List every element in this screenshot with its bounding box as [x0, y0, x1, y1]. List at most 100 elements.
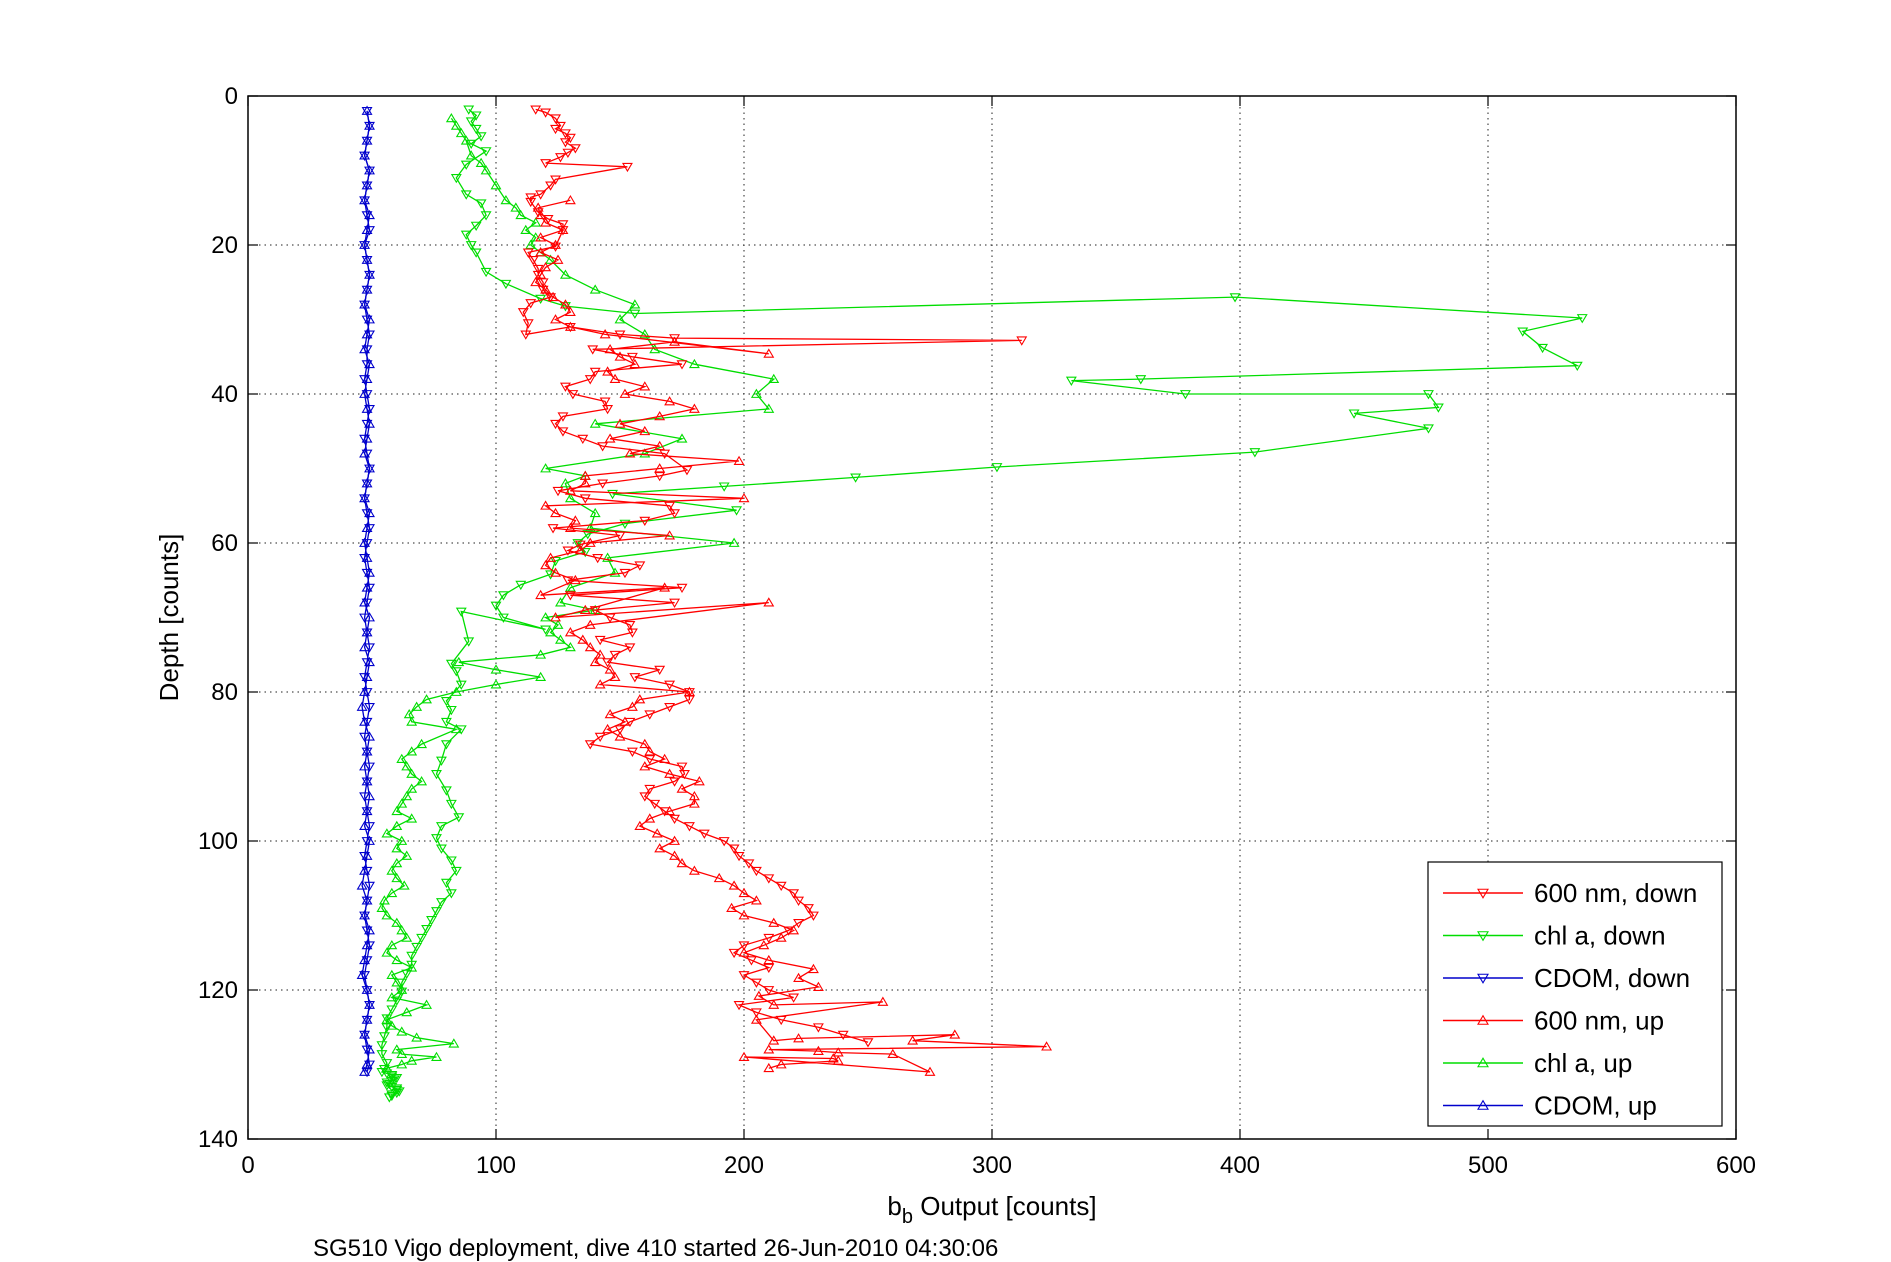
data-point: [455, 127, 467, 138]
data-point: [562, 148, 574, 158]
data-point: [525, 299, 537, 309]
data-point: [435, 844, 447, 854]
legend-item: 600 nm, down: [1443, 878, 1697, 908]
data-point: [629, 673, 641, 683]
data-point: [431, 834, 442, 844]
data-point: [587, 345, 599, 355]
data-point: [949, 1029, 961, 1039]
data-point: [500, 279, 512, 290]
data-point: [431, 907, 442, 917]
y-tick-label: 40: [211, 381, 238, 408]
data-point: [361, 224, 373, 235]
data-point: [654, 463, 666, 473]
data-point: [364, 612, 375, 622]
data-point: [649, 343, 661, 354]
data-point: [416, 776, 428, 786]
data-point: [361, 403, 373, 413]
data-point: [738, 947, 750, 957]
data-point: [547, 524, 559, 534]
data-point: [676, 583, 688, 594]
data-point: [669, 336, 681, 346]
data-point: [1249, 448, 1261, 458]
data-point: [639, 329, 651, 339]
x-tick-label: 500: [1468, 1152, 1508, 1179]
data-point: [421, 924, 433, 935]
data-point: [391, 977, 403, 987]
data-point: [676, 783, 688, 793]
data-point: [381, 1059, 393, 1069]
data-point: [396, 1059, 408, 1069]
data-point: [609, 567, 621, 577]
data-point: [359, 716, 371, 726]
data-point: [396, 984, 408, 994]
data-point: [364, 790, 375, 801]
data-point: [597, 479, 609, 489]
data-point: [745, 956, 757, 966]
data-point: [669, 814, 681, 825]
data-point: [361, 895, 373, 905]
data-point: [654, 472, 666, 482]
data-point: [763, 1044, 775, 1054]
legend-item: chl a, up: [1443, 1048, 1632, 1078]
data-point: [550, 507, 561, 518]
data-point: [359, 239, 371, 249]
data-point: [525, 193, 537, 203]
data-point: [669, 598, 681, 608]
data-point: [535, 649, 547, 659]
data-point: [602, 658, 614, 668]
data-point: [421, 999, 433, 1009]
data-point: [356, 701, 368, 711]
data-point: [1423, 390, 1434, 400]
data-point: [669, 334, 681, 344]
data-point: [361, 135, 373, 145]
data-point: [1576, 314, 1588, 324]
data-point: [359, 641, 371, 652]
data-point: [381, 1062, 393, 1073]
data-point: [763, 933, 775, 944]
data-point: [589, 284, 601, 294]
data-point: [626, 747, 638, 757]
data-point: [401, 969, 413, 979]
data-point: [664, 805, 676, 816]
data-point: [396, 1048, 408, 1058]
data-point: [359, 299, 371, 309]
data-point: [775, 881, 787, 892]
data-point: [440, 740, 452, 750]
data-point: [361, 984, 373, 994]
data-point: [577, 434, 589, 445]
data-point: [793, 896, 805, 906]
data-point: [386, 865, 398, 875]
data-point: [391, 954, 403, 965]
data-point: [569, 574, 581, 585]
data-point: [381, 1014, 393, 1024]
data-point: [567, 390, 579, 400]
data-point: [465, 241, 477, 251]
data-point: [435, 756, 447, 766]
data-point: [435, 898, 447, 908]
data-point: [582, 530, 594, 540]
data-point: [626, 352, 638, 363]
data-point: [564, 522, 576, 533]
data-point: [480, 267, 492, 278]
data-point: [378, 1032, 390, 1042]
data-point: [599, 329, 611, 339]
series-line: [381, 117, 776, 1069]
data-point: [475, 199, 487, 209]
legend-item: CDOM, up: [1443, 1091, 1657, 1121]
data-point: [406, 716, 418, 726]
data-point: [768, 999, 780, 1009]
data-point: [522, 248, 534, 258]
data-point: [463, 105, 475, 115]
data-point: [738, 910, 750, 920]
data-point: [386, 1091, 398, 1102]
data-point: [793, 972, 805, 983]
data-point: [594, 679, 606, 689]
data-point: [381, 910, 393, 920]
data-point: [599, 397, 611, 407]
data-point: [391, 843, 403, 853]
data-point: [683, 686, 695, 696]
data-point: [555, 121, 566, 132]
data-point: [718, 482, 730, 492]
data-point: [584, 522, 596, 533]
data-point: [552, 254, 564, 264]
